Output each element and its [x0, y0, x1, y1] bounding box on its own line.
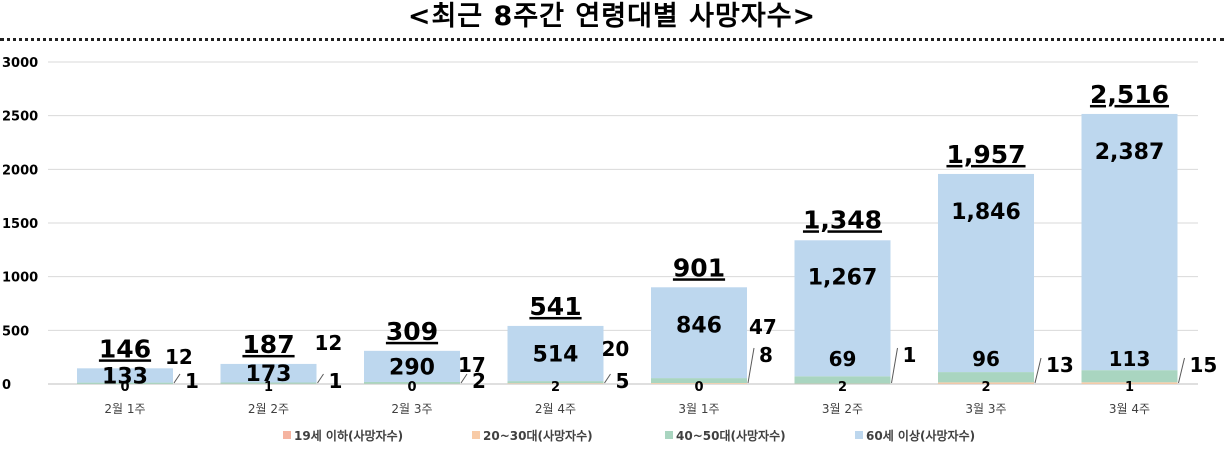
bar-segment-40-50s	[77, 382, 173, 384]
bar-segment-20-30s	[507, 383, 604, 384]
bar-segment-20-30s	[651, 383, 747, 384]
leader-line	[1034, 357, 1042, 384]
total-label: 2,516	[1090, 80, 1169, 109]
bar-segment-60-plus	[364, 350, 460, 382]
y-tick-label: 1500	[2, 217, 38, 232]
data-label-40-50s: 12	[165, 345, 193, 369]
bar-segment-40-50s	[220, 382, 317, 384]
x-tick-label: 3월 4주	[1109, 402, 1150, 416]
bar-segment-40-50s	[507, 381, 604, 384]
x-tick-label: 3월 2주	[822, 402, 863, 416]
bar-segment-60-plus	[220, 363, 317, 383]
total-label: 1,957	[946, 140, 1025, 169]
data-label-40-50s: 12	[315, 331, 343, 355]
y-tick-label: 2500	[2, 110, 38, 125]
chart-title: <최근 8주간 연령대별 사망자수>	[407, 1, 817, 32]
legend-swatch	[283, 431, 291, 439]
data-label-19-under: 2	[981, 380, 990, 395]
data-label-20-30s: 2	[472, 369, 486, 393]
legend-label: 19세 이하(사망자수)	[294, 428, 403, 443]
data-label-20-30s: 13	[1046, 353, 1074, 377]
legend-label: 20~30대(사망자수)	[483, 428, 593, 443]
data-label-60-plus: 1,846	[951, 200, 1021, 225]
bar-segment-60-plus	[794, 240, 891, 377]
total-label: 146	[99, 334, 151, 363]
data-label-20-30s: 1	[185, 369, 199, 393]
data-label-40-50s: 47	[749, 315, 777, 339]
data-label-60-plus: 133	[102, 364, 148, 389]
total-label: 1,348	[803, 205, 882, 234]
data-label-19-under: 0	[694, 380, 703, 395]
bar-segment-40-50s	[794, 376, 891, 384]
data-label-40-50s: 69	[829, 347, 857, 371]
legend-swatch	[665, 431, 673, 439]
y-tick-label: 1000	[2, 271, 38, 286]
x-tick-label: 2월 3주	[391, 402, 432, 416]
data-label-19-under: 1	[264, 380, 273, 395]
bar-segment-40-50s	[1081, 370, 1178, 383]
data-label-40-50s: 17	[458, 353, 486, 377]
legend-label: 40~50대(사망자수)	[676, 428, 786, 443]
data-label-60-plus: 290	[389, 355, 435, 380]
x-tick-label: 2월 1주	[104, 402, 145, 416]
total-label: 187	[242, 330, 294, 359]
bar-segment-60-plus	[1081, 113, 1178, 371]
data-label-20-30s: 15	[1190, 353, 1218, 377]
y-tick-label: 0	[2, 378, 11, 393]
leader-line	[891, 347, 898, 384]
data-label-40-50s: 113	[1109, 347, 1151, 371]
y-tick-label: 3000	[2, 56, 38, 71]
leader-line	[604, 373, 611, 384]
data-label-19-under: 0	[407, 380, 416, 395]
bar-segment-20-30s	[1081, 382, 1178, 384]
legend-label: 60세 이상(사망자수)	[866, 428, 975, 443]
data-label-19-under: 0	[120, 380, 129, 395]
y-tick-label: 2000	[2, 163, 38, 178]
data-label-20-30s: 1	[903, 343, 917, 367]
leader-line	[317, 373, 324, 384]
data-label-19-under: 1	[1125, 380, 1134, 395]
data-label-40-50s: 96	[972, 347, 1000, 371]
leader-line	[460, 373, 468, 384]
leader-line	[1178, 357, 1185, 384]
x-tick-label: 3월 1주	[678, 402, 719, 416]
data-label-60-plus: 173	[246, 362, 292, 387]
bar-segment-20-30s	[938, 382, 1034, 384]
data-label-20-30s: 8	[759, 343, 773, 367]
bar-segment-40-50s	[938, 372, 1034, 383]
data-label-40-50s: 20	[602, 337, 630, 361]
data-label-19-under: 2	[551, 380, 560, 395]
leader-line	[747, 347, 755, 384]
x-tick-label: 2월 4주	[535, 402, 576, 416]
data-label-60-plus: 846	[676, 313, 722, 338]
total-label: 901	[673, 253, 725, 282]
total-label: 309	[386, 317, 438, 346]
y-tick-label: 500	[2, 324, 29, 339]
legend-swatch	[855, 431, 863, 439]
data-label-20-30s: 1	[329, 369, 343, 393]
bar-segment-60-plus	[938, 173, 1034, 373]
bar-segment-60-plus	[77, 368, 173, 383]
data-label-60-plus: 1,267	[808, 265, 878, 290]
x-tick-label: 3월 3주	[965, 402, 1006, 416]
bar-segment-60-plus	[507, 325, 604, 382]
leader-line	[173, 373, 181, 384]
bar-segment-40-50s	[651, 378, 747, 384]
legend-swatch	[472, 431, 480, 439]
data-label-60-plus: 514	[533, 343, 579, 368]
x-tick-label: 2월 2주	[248, 402, 289, 416]
data-label-19-under: 2	[838, 380, 847, 395]
total-label: 541	[529, 292, 581, 321]
bar-segment-40-50s	[364, 381, 460, 384]
bar-segment-60-plus	[651, 287, 747, 379]
data-label-20-30s: 5	[616, 369, 630, 393]
title-divider	[0, 38, 1224, 41]
data-label-60-plus: 2,387	[1095, 140, 1165, 165]
